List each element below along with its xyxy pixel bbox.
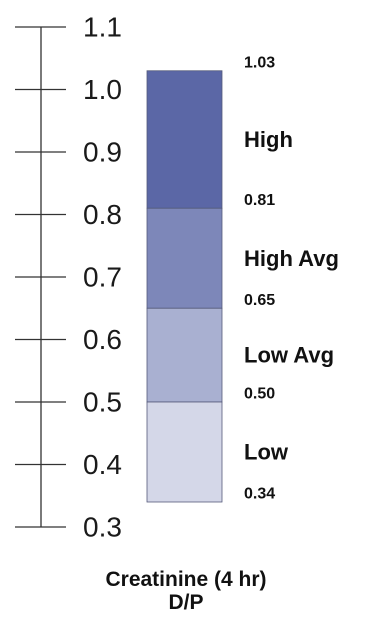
boundary-value-label: 0.34	[244, 486, 275, 503]
category-label: High Avg	[244, 246, 339, 271]
y-tick-label: 1.1	[83, 12, 122, 43]
range-bands	[146, 70, 223, 503]
x-axis-label: Creatinine (4 hr)	[105, 568, 267, 591]
y-axis-tick-labels: 1.1 1.0 0.9 0.8 0.7 0.6 0.5 0.4 0.3	[83, 12, 122, 543]
y-tick-label: 0.5	[83, 387, 122, 418]
category-label: Low Avg	[244, 343, 334, 368]
boundary-value-labels: 1.03 0.81 0.65 0.50 0.34	[244, 54, 275, 502]
boundary-value-label: 0.65	[244, 292, 275, 309]
boundary-value-label: 0.81	[244, 192, 275, 209]
y-tick-label: 0.4	[83, 449, 122, 480]
y-tick-label: 1.0	[83, 74, 122, 105]
range-band	[146, 207, 223, 309]
y-tick-label: 0.8	[83, 199, 122, 230]
range-band	[146, 401, 223, 503]
category-label: High	[244, 127, 293, 152]
range-band	[146, 307, 223, 403]
category-labels: High High Avg Low Avg Low	[244, 127, 339, 465]
y-tick-label: 0.9	[83, 137, 122, 168]
y-axis-ticks	[15, 26, 66, 528]
boundary-value-label: 0.50	[244, 386, 275, 403]
y-tick-label: 0.7	[83, 262, 122, 293]
range-band	[146, 70, 223, 209]
category-label: Low	[244, 440, 289, 465]
y-tick-label: 0.3	[83, 512, 122, 543]
boundary-value-label: 1.03	[244, 54, 275, 71]
x-axis-label-line2: D/P	[168, 591, 204, 614]
x-axis-caption: Creatinine (4 hr) D/P	[0, 568, 372, 614]
y-tick-label: 0.6	[83, 324, 122, 355]
